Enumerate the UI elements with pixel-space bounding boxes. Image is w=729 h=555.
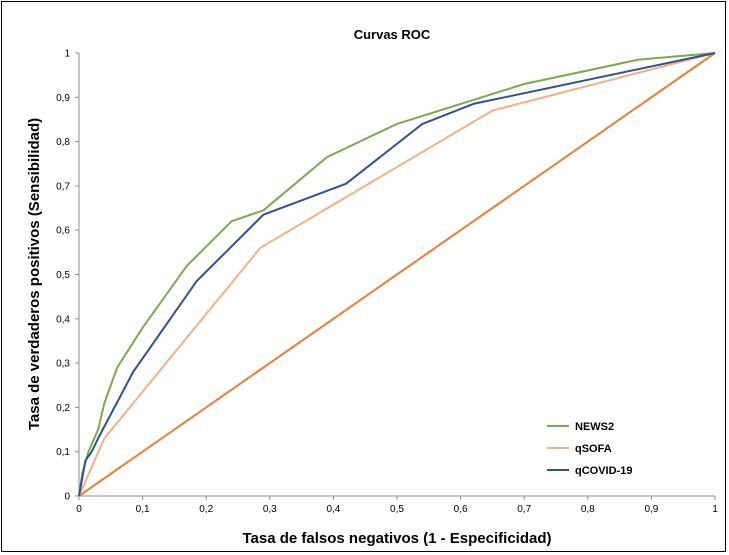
axes: 0 0,1 0,2 0,3 0,4 0,5 0,6 0,7 0,8 0,9 1 0 0,1 0,2 0,3 0… — [56, 49, 718, 516]
legend-label-qcovid-19: qCOVID-19 — [575, 465, 632, 477]
series-line-news2 — [78, 52, 716, 497]
reference-diagonal-line — [78, 52, 716, 497]
x-tick-label: 0,2 — [199, 504, 213, 515]
x-tick-label: 0 — [76, 504, 82, 515]
x-tick-label: 0,9 — [644, 504, 658, 515]
legend-label-qsofa: qSOFA — [575, 443, 612, 455]
series-layer — [78, 52, 716, 497]
series-line-qsofa — [78, 52, 716, 497]
y-tick-label: 0,6 — [56, 226, 70, 237]
y-axis-label: Tasa de verdaderos positivos (Sensibilid… — [26, 118, 43, 430]
y-tick-label: 0,9 — [56, 93, 70, 104]
chart-title: Curvas ROC — [354, 27, 431, 42]
series-line-qcovid-19 — [78, 52, 716, 497]
y-tick-label: 0,5 — [56, 270, 70, 281]
legend: NEWS2 qSOFA qCOVID-19 — [547, 421, 632, 477]
y-tick-label: 0,2 — [56, 403, 70, 414]
y-tick-label: 0,1 — [56, 447, 70, 458]
x-tick-label: 0,5 — [390, 504, 404, 515]
y-tick-label: 0,8 — [56, 137, 70, 148]
y-tick-label: 0 — [64, 492, 70, 503]
x-tick-label: 1 — [712, 504, 718, 515]
y-tick-label: 1 — [64, 49, 70, 60]
x-tick-label: 0,1 — [136, 504, 150, 515]
x-tick-label: 0,4 — [326, 504, 340, 515]
legend-label-news2: NEWS2 — [575, 421, 614, 433]
x-tick-label: 0,3 — [263, 504, 277, 515]
x-tick-label: 0,8 — [581, 504, 595, 515]
x-axis-label: Tasa de falsos negativos (1 - Especifici… — [243, 530, 552, 547]
y-tick-label: 0,3 — [56, 359, 70, 370]
y-tick-label: 0,4 — [56, 314, 70, 325]
y-tick-label: 0,7 — [56, 181, 70, 192]
x-tick-label: 0,6 — [454, 504, 468, 515]
x-tick-label: 0,7 — [517, 504, 531, 515]
